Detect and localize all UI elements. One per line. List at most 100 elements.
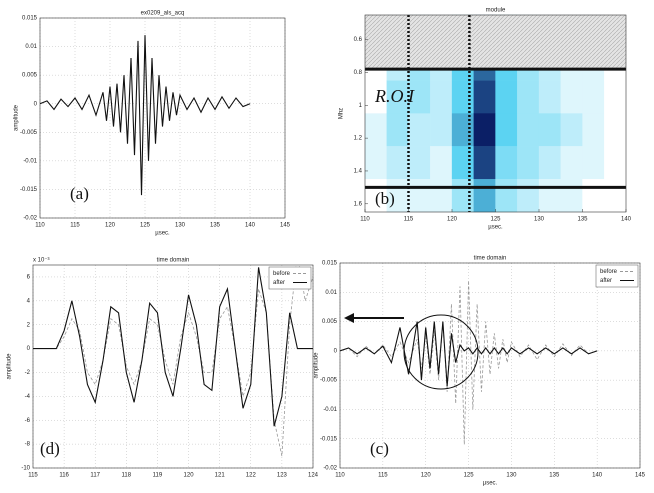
heat-cell [473, 113, 496, 147]
y-tick-label: -0.005 [320, 378, 338, 384]
x-tick-label: 115 [378, 473, 388, 479]
heat-cell [495, 80, 518, 114]
axes-frame [32, 264, 314, 469]
series-group [40, 35, 251, 196]
heat-cell [517, 179, 540, 213]
heat-cell [538, 146, 561, 180]
y-tick-label: -8 [25, 442, 31, 448]
heat-cell [386, 113, 409, 147]
heat-cell [473, 179, 496, 213]
y-multiplier: x 10⁻³ [33, 258, 50, 264]
y-tick-label: 0.015 [322, 261, 338, 267]
heat-cell [473, 80, 496, 114]
x-tick-label: 110 [35, 223, 45, 229]
x-tick-label: 130 [506, 473, 517, 479]
y-tick-label: 0.8 [354, 70, 363, 76]
heat-cell [517, 146, 540, 180]
x-tick-label: 115 [28, 473, 38, 479]
y-tick-label: 6 [27, 275, 31, 281]
y-axis-label: amplitude [14, 104, 20, 131]
heat-cell [451, 113, 474, 147]
annotation: (c) [370, 439, 389, 458]
chart-title: time domain [474, 256, 507, 262]
x-axis-label: µsec. [483, 481, 498, 487]
y-tick-label: 1.4 [354, 169, 363, 175]
legend-box [595, 264, 639, 288]
x-tick-label: 119 [153, 473, 163, 479]
legend-label: before [273, 271, 291, 277]
y-tick-label: 0.01 [25, 44, 37, 50]
legend-label: after [600, 278, 612, 284]
y-tick-label: 0.005 [322, 319, 338, 325]
x-tick-label: 135 [210, 223, 221, 229]
heat-cell [473, 146, 496, 180]
y-tick-label: -0.005 [20, 130, 38, 136]
y-tick-label: 0.6 [354, 37, 363, 43]
y-tick-label: -4 [25, 394, 31, 400]
x-tick-label: 115 [70, 223, 80, 229]
heat-cell [604, 179, 627, 213]
x-tick-label: 121 [215, 473, 226, 479]
heat-cell [408, 113, 431, 147]
heat-cell [582, 146, 605, 180]
charts: 110 115 120 125 130 135 140 145-0.02-0.015-0.01… [7, 8, 646, 487]
heat-cell [538, 80, 561, 114]
x-tick-label: 130 [534, 217, 545, 223]
x-tick-label: 120 [421, 473, 432, 479]
y-tick-label: -0.015 [20, 187, 38, 193]
x-tick-label: 125 [464, 473, 475, 479]
heat-cell [364, 146, 387, 180]
x-tick-label: 116 [59, 473, 69, 479]
x-axis-label: µsec. [488, 225, 503, 231]
masked-region [365, 15, 626, 70]
heat-cell [430, 146, 453, 180]
x-tick-label: 135 [549, 473, 560, 479]
heat-cell [495, 179, 518, 213]
x-tick-label: 135 [577, 217, 588, 223]
chart-title: module [486, 8, 506, 14]
x-tick-label: 115 [404, 217, 414, 223]
plot-area [340, 263, 640, 468]
x-tick-label: 130 [175, 223, 186, 229]
x-tick-label: 120 [184, 473, 195, 479]
heat-cell [538, 113, 561, 147]
x-tick-label: 140 [592, 473, 603, 479]
x-tick-label: 122 [246, 473, 257, 479]
plot-area [40, 18, 285, 218]
heat-cell [582, 179, 605, 213]
y-tick-label: -10 [21, 466, 30, 472]
heat-cell [560, 80, 583, 114]
x-tick-label: 124 [308, 473, 319, 479]
heat-cell [364, 113, 387, 147]
x-tick-label: 125 [140, 223, 151, 229]
heat-cell [408, 179, 431, 213]
axes-frame [339, 262, 641, 469]
y-tick-label: 0.005 [22, 73, 38, 79]
plot-area [33, 265, 313, 468]
annotation: (a) [70, 184, 89, 203]
heat-cell [538, 179, 561, 213]
x-tick-label: 123 [277, 473, 288, 479]
y-tick-label: 2 [27, 322, 31, 328]
heat-cell [430, 80, 453, 114]
legend-label: after [273, 280, 285, 286]
y-tick-label: 1.6 [354, 201, 363, 207]
y-tick-label: -6 [25, 418, 31, 424]
y-tick-label: -0.015 [320, 436, 338, 442]
x-axis-label: µsec. [155, 231, 170, 237]
series-line [340, 321, 598, 387]
x-tick-label: 145 [280, 223, 291, 229]
y-tick-label: 0.01 [325, 290, 337, 296]
legend-box [268, 266, 312, 290]
heat-cell [495, 146, 518, 180]
y-axis-label: Mhz [339, 108, 345, 119]
heat-cell [495, 113, 518, 147]
series-group [340, 280, 598, 445]
y-tick-label: 0 [334, 348, 338, 354]
heat-cell [408, 146, 431, 180]
y-tick-label: 4 [27, 298, 31, 304]
heat-cell [430, 179, 453, 213]
axes-frame [39, 17, 286, 219]
series-line [33, 267, 313, 427]
series-line [40, 35, 251, 196]
